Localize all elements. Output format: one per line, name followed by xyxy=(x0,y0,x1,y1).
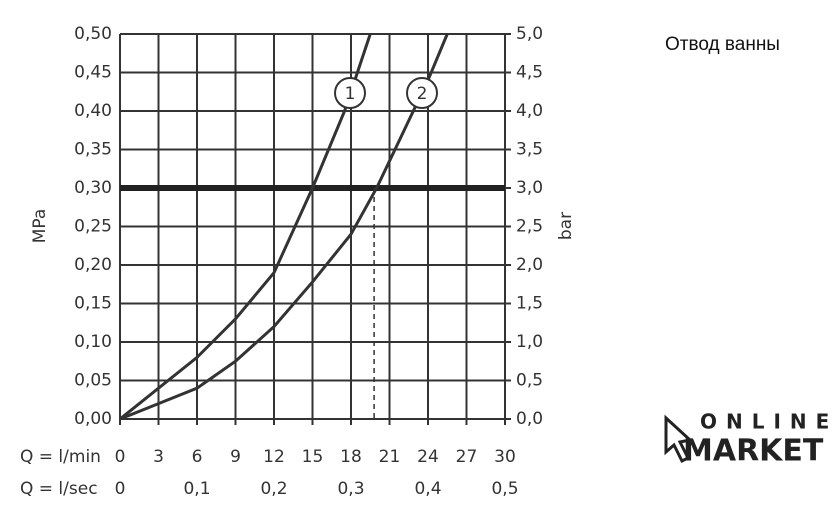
y2-tick-label: 3,0 xyxy=(516,178,543,198)
y2-tick-label: 4,0 xyxy=(516,101,543,121)
series-label-circle xyxy=(334,77,366,109)
y2-tick-label: 1,5 xyxy=(516,294,543,314)
x-tick-label: 6 xyxy=(192,447,203,467)
x-tick-label: 3 xyxy=(153,447,164,467)
series-line xyxy=(119,33,372,421)
x2-tick-label: 0 xyxy=(115,479,126,499)
x-tick-label: 12 xyxy=(263,447,285,467)
x2-tick-label: 0,2 xyxy=(260,479,287,499)
x2-tick-label: 0,5 xyxy=(491,479,518,499)
y-tick-label: 0,20 xyxy=(74,255,112,275)
y2-tick-label: 1,0 xyxy=(516,332,543,352)
y-tick-label: 0,25 xyxy=(74,217,112,237)
series-label-circle xyxy=(406,77,438,109)
x2-tick-label: 0,1 xyxy=(183,479,210,499)
y-tick-label: 0,35 xyxy=(74,140,112,160)
x-tick-label: 21 xyxy=(379,447,401,467)
y-tick-label: 0,05 xyxy=(74,371,112,391)
y-tick-label: 0,15 xyxy=(74,294,112,314)
x-tick-label: 24 xyxy=(417,447,439,467)
y2-tick-label: 4,5 xyxy=(516,63,543,83)
x-axis-label: Q = l/min xyxy=(20,447,101,467)
y-tick-label: 0,00 xyxy=(74,409,112,429)
x-tick-label: 9 xyxy=(230,447,241,467)
chart-title: Отвод ванны xyxy=(665,34,780,55)
y-axis-label: MPa xyxy=(30,209,50,244)
y-tick-label: 0,30 xyxy=(74,178,112,198)
x-tick-label: 0 xyxy=(115,447,126,467)
logo-line1: ONLINE xyxy=(700,410,838,434)
y2-tick-label: 3,5 xyxy=(516,140,543,160)
logo-line2: MARKET xyxy=(683,434,824,469)
y2-tick-label: 2,0 xyxy=(516,255,543,275)
y2-axis-label: bar xyxy=(556,212,576,240)
series-line xyxy=(119,33,449,421)
series-label: 1 xyxy=(345,84,356,104)
y-tick-label: 0,50 xyxy=(74,24,112,44)
series-label: 2 xyxy=(417,84,428,104)
x2-tick-label: 0,3 xyxy=(337,479,364,499)
y2-tick-label: 2,5 xyxy=(516,217,543,237)
x-tick-label: 18 xyxy=(340,447,362,467)
y2-tick-label: 0,5 xyxy=(516,371,543,391)
x-tick-label: 27 xyxy=(456,447,478,467)
y2-tick-label: 5,0 xyxy=(516,24,543,44)
logo: ONLINE MARKET xyxy=(664,410,838,469)
y-tick-label: 0,10 xyxy=(74,332,112,352)
x-tick-label: 15 xyxy=(302,447,324,467)
y-tick-label: 0,40 xyxy=(74,101,112,121)
x2-axis-label: Q = l/sec xyxy=(20,479,98,499)
y-tick-label: 0,45 xyxy=(74,63,112,83)
logo-cursor xyxy=(664,414,694,464)
y2-tick-label: 0,0 xyxy=(516,409,543,429)
x-tick-label: 30 xyxy=(494,447,516,467)
x2-tick-label: 0,4 xyxy=(414,479,441,499)
